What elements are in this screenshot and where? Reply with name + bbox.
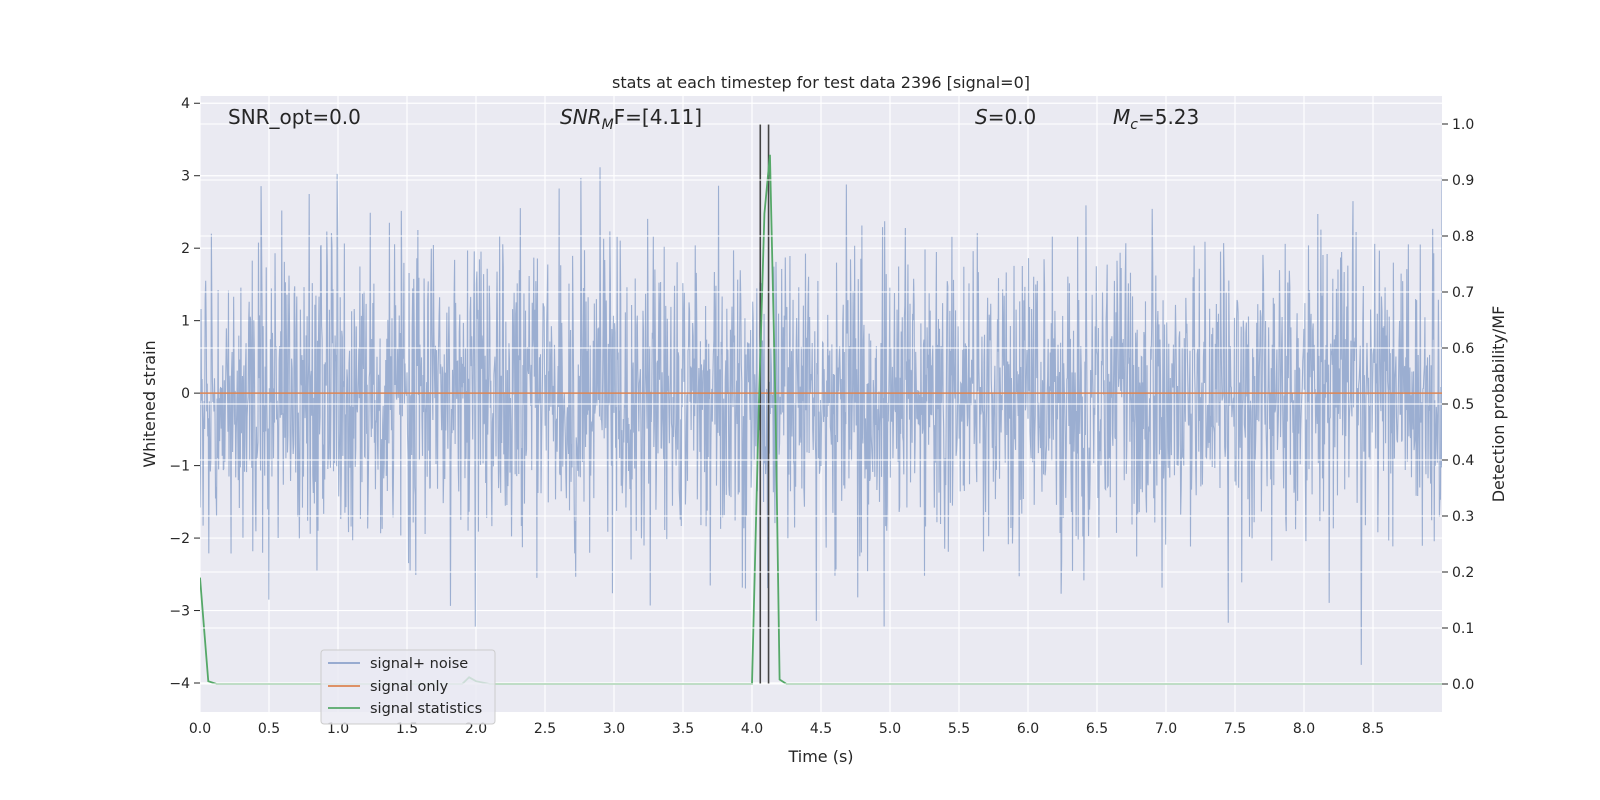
right-y-tick-label: 0.4 [1452,453,1474,469]
x-tick-label: 8.0 [1293,721,1315,737]
x-tick-label: 1.5 [396,721,418,737]
x-tick-label: 8.5 [1362,721,1384,737]
x-tick-label: 7.0 [1155,721,1177,737]
right-y-tick-label: 1.0 [1452,117,1474,133]
right-y-axis-ticks: 0.0 0.1 0.2 0.3 0.4 0.5 0.6 0.7 0.8 0.9 1.0 [1442,117,1474,693]
x-tick-label: 3.5 [672,721,694,737]
x-tick-label: 1.0 [327,721,349,737]
right-y-tick-label: 0.7 [1452,285,1474,301]
x-tick-label: 3.0 [603,721,625,737]
x-tick-label: 4.5 [810,721,832,737]
x-axis-label: Time (s) [787,747,853,766]
legend-label-signal-noise: signal+ noise [370,656,468,672]
x-tick-label: 5.5 [948,721,970,737]
x-tick-label: 2.0 [465,721,487,737]
legend-label-signal-statistics: signal statistics [370,701,482,717]
chart-title: stats at each timestep for test data 239… [612,73,1030,92]
x-axis-ticks: 0.0 0.5 1.0 1.5 2.0 2.5 3.0 3.5 4.0 4.5 5.0 5.5 6.0 6… [189,721,1384,737]
left-y-axis-label: Whitened strain [140,340,159,467]
signal-noise-line [200,167,1442,665]
right-y-tick-label: 0.8 [1452,229,1474,245]
right-y-tick-label: 0.2 [1452,565,1474,581]
right-y-tick-label: 0.0 [1452,677,1474,693]
x-tick-label: 7.5 [1224,721,1246,737]
x-tick-label: 2.5 [534,721,556,737]
x-tick-label: 0.5 [258,721,280,737]
left-y-axis-ticks: −4 −3 −2 −1 0 1 2 3 4 [169,96,200,692]
left-y-tick-label: −2 [169,531,190,547]
x-tick-label: 6.0 [1017,721,1039,737]
legend: signal+ noise signal only signal statist… [320,649,496,725]
right-y-gridlines [200,123,1442,685]
annotation-mc: Mc=5.23 [1113,105,1199,133]
right-y-tick-label: 0.6 [1452,341,1474,357]
x-tick-label: 5.0 [879,721,901,737]
legend-label-signal-only: signal only [370,679,449,695]
right-y-axis-label: Detection probability/MF [1489,306,1508,503]
right-y-tick-label: 0.3 [1452,509,1474,525]
x-tick-label: 4.0 [741,721,763,737]
annotation-s: S=0.0 [975,105,1036,129]
left-y-tick-label: 3 [181,169,190,185]
annotation-snr-opt: SNR_opt=0.0 [228,105,361,129]
left-y-tick-label: −3 [169,604,190,620]
right-y-tick-label: 0.5 [1452,397,1474,413]
x-tick-label: 0.0 [189,721,211,737]
left-y-tick-label: −1 [169,459,190,475]
left-y-tick-label: −4 [169,676,190,692]
left-y-tick-label: 0 [181,386,190,402]
x-tick-label: 6.5 [1086,721,1108,737]
legend-box [320,649,496,725]
right-y-tick-label: 0.9 [1452,173,1474,189]
left-y-tick-label: 2 [181,241,190,257]
left-y-tick-label: 4 [181,96,190,112]
right-y-tick-label: 0.1 [1452,621,1474,637]
series-signal-noise [200,167,1442,665]
annotation-snr-mf: SNRMF=[4.11] [560,105,702,133]
left-y-tick-label: 1 [181,314,190,330]
